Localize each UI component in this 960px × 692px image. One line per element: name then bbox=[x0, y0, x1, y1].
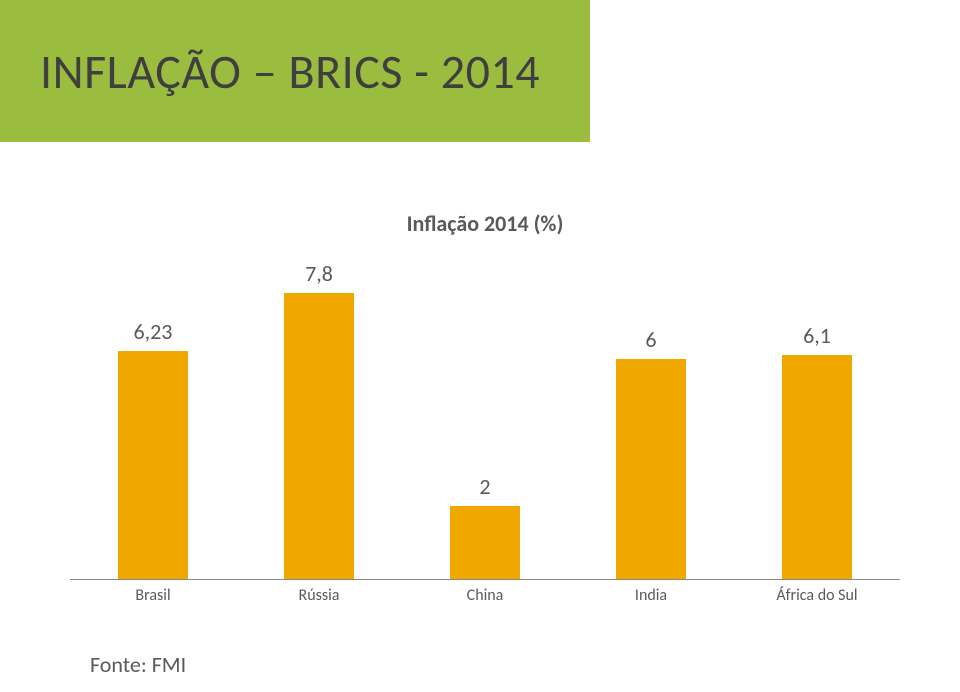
x-axis-label: India bbox=[568, 586, 734, 605]
bar-col: 7,8 bbox=[236, 250, 402, 579]
chart-title: Inflação 2014 (%) bbox=[70, 210, 900, 237]
bar-chart: Inflação 2014 (%) 6,23 7,8 2 6 6,1 bbox=[70, 210, 900, 610]
chart-plot: 6,23 7,8 2 6 6,1 bbox=[70, 250, 900, 580]
bar-rect bbox=[450, 506, 520, 579]
bar-rect bbox=[782, 355, 852, 579]
x-axis: Brasil Rússia China India África do Sul bbox=[70, 580, 900, 610]
bar-rect bbox=[118, 351, 188, 579]
source-text: Fonte: FMI bbox=[90, 651, 186, 678]
bar-value-label: 6,1 bbox=[803, 322, 831, 349]
bar-value-label: 2 bbox=[479, 473, 490, 500]
x-axis-label: Brasil bbox=[70, 586, 236, 605]
bar-group: 6,23 7,8 2 6 6,1 bbox=[70, 250, 900, 579]
bar-col: 6,23 bbox=[70, 250, 236, 579]
bar-col: 2 bbox=[402, 250, 568, 579]
x-axis-label: China bbox=[402, 586, 568, 605]
bar-value-label: 6,23 bbox=[134, 318, 173, 345]
bar-value-label: 7,8 bbox=[305, 260, 333, 287]
bar-value-label: 6 bbox=[645, 326, 656, 353]
bar-rect bbox=[616, 359, 686, 579]
bar-rect bbox=[284, 293, 354, 579]
x-axis-label: África do Sul bbox=[734, 586, 900, 605]
bar-col: 6 bbox=[568, 250, 734, 579]
x-axis-label: Rússia bbox=[236, 586, 402, 605]
bar-col: 6,1 bbox=[734, 250, 900, 579]
page-title: INFLAÇÃO – BRICS - 2014 bbox=[40, 42, 540, 101]
